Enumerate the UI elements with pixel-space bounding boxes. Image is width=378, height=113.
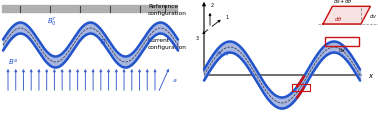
Text: $ds+d\theta$: $ds+d\theta$ — [333, 0, 353, 5]
Bar — [2, 6, 177, 13]
Text: 3: 3 — [196, 36, 199, 41]
Text: Reference
configuration: Reference configuration — [148, 4, 187, 16]
Text: 1: 1 — [225, 14, 228, 19]
Text: $B_0^r$: $B_0^r$ — [47, 16, 57, 28]
Text: $\theta(x)$: $\theta(x)$ — [216, 49, 230, 58]
Text: $dx$: $dx$ — [338, 46, 346, 54]
Text: Current
configuration: Current configuration — [148, 38, 187, 49]
Polygon shape — [323, 7, 370, 25]
Text: $B^r$: $B^r$ — [100, 36, 110, 47]
Text: $a$: $a$ — [172, 77, 177, 84]
Text: $B^a$: $B^a$ — [8, 56, 18, 66]
Text: 2: 2 — [211, 3, 214, 8]
Text: $x$: $x$ — [368, 71, 374, 79]
Text: $dv$: $dv$ — [369, 12, 377, 20]
Text: $d\theta$: $d\theta$ — [334, 15, 342, 23]
Bar — [325, 38, 359, 47]
Bar — [292, 84, 310, 91]
